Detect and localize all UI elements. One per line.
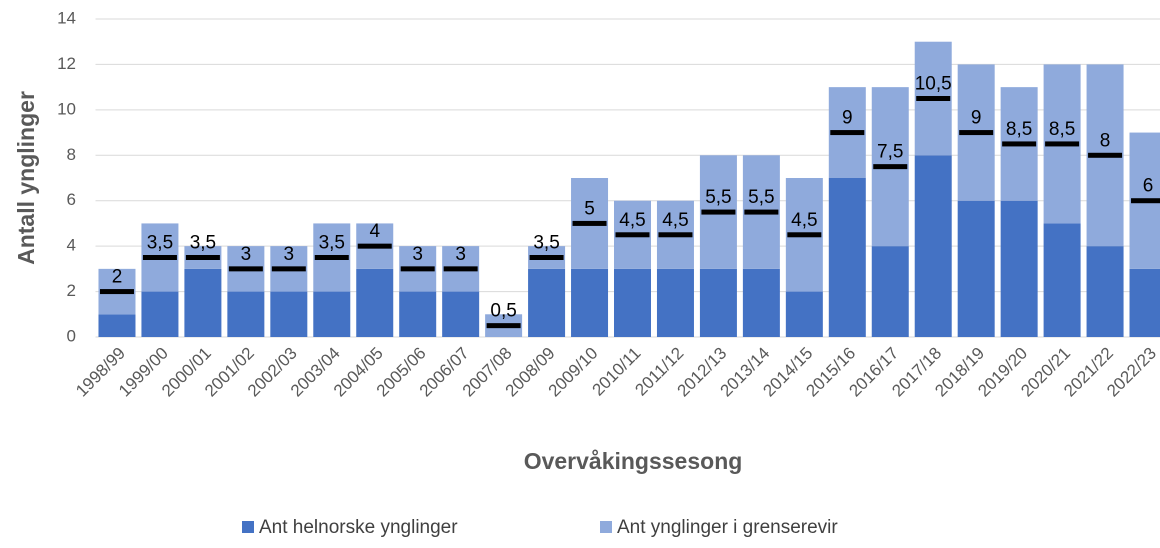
marker <box>830 130 865 136</box>
y-tick-label: 8 <box>67 145 76 164</box>
marker <box>787 232 822 238</box>
data-label: 9 <box>971 108 982 129</box>
data-label: 3 <box>412 244 423 265</box>
marker <box>916 96 951 101</box>
bar-segment <box>399 291 437 337</box>
marker <box>615 232 650 238</box>
bar-segment <box>1000 200 1038 337</box>
marker <box>99 289 134 295</box>
data-label: 3,5 <box>147 233 173 254</box>
marker <box>744 209 779 215</box>
bar-segment <box>571 268 609 337</box>
bar-segment <box>871 246 909 337</box>
legend-swatch <box>600 521 612 533</box>
marker <box>142 255 177 260</box>
data-label: 7,5 <box>877 142 903 163</box>
data-label: 3 <box>284 244 295 265</box>
bar-segment <box>1129 268 1160 337</box>
bar-segment <box>957 200 995 337</box>
bar-segment <box>227 291 265 337</box>
marker <box>357 243 392 249</box>
data-label: 6 <box>1143 176 1154 197</box>
x-axis-title: Overvåkingssesong <box>524 448 743 474</box>
y-tick-label: 12 <box>57 54 76 73</box>
bar-segment <box>528 268 566 337</box>
data-label: 5,5 <box>705 187 731 208</box>
y-axis-title: Antall ynglinger <box>13 91 39 265</box>
marker <box>529 255 564 260</box>
legend-label: Ant ynglinger i grenserevir <box>617 517 838 538</box>
y-tick-label: 10 <box>57 99 76 118</box>
marker <box>572 220 607 226</box>
bar-segment <box>614 268 651 337</box>
bar-segment <box>270 291 308 337</box>
data-label: 5 <box>584 198 595 219</box>
y-tick-label: 0 <box>67 326 76 345</box>
marker <box>314 255 349 260</box>
data-label: 9 <box>842 108 853 129</box>
marker <box>271 266 306 272</box>
y-tick-label: 14 <box>57 8 76 27</box>
y-tick-label: 2 <box>67 281 76 300</box>
data-label: 3,5 <box>533 233 559 254</box>
data-label: 3,5 <box>319 233 345 254</box>
data-label: 8,5 <box>1006 119 1032 140</box>
marker <box>228 266 263 272</box>
bar-segment <box>914 155 952 337</box>
bar-segment <box>98 314 136 337</box>
marker <box>873 164 908 170</box>
data-label: 3 <box>455 244 466 265</box>
data-label: 8,5 <box>1049 119 1075 140</box>
marker <box>400 266 435 272</box>
y-tick-label: 6 <box>67 190 76 209</box>
data-label: 10,5 <box>915 74 952 95</box>
bar-segment <box>313 291 351 337</box>
bar-segment <box>828 178 866 337</box>
data-label: 4,5 <box>791 210 817 231</box>
data-label: 2 <box>112 267 123 288</box>
data-label: 4 <box>369 221 380 242</box>
data-label: 3 <box>241 244 252 265</box>
y-tick-label: 4 <box>67 236 76 255</box>
data-label: 8 <box>1100 130 1111 151</box>
bar-segment <box>442 291 480 337</box>
marker <box>185 255 220 260</box>
marker <box>1088 152 1123 158</box>
data-label: 0,5 <box>490 301 516 322</box>
marker <box>959 130 994 136</box>
marker <box>443 266 478 272</box>
bar-segment <box>356 268 394 337</box>
data-label: 4,5 <box>619 210 645 231</box>
marker <box>486 323 521 329</box>
marker <box>658 232 693 238</box>
bar-segment <box>141 291 179 337</box>
bar-segment <box>1043 223 1081 337</box>
marker <box>1002 141 1037 147</box>
bar-segment <box>699 268 737 337</box>
bar-segment <box>1086 246 1124 337</box>
data-label: 5,5 <box>748 187 774 208</box>
bar-segment <box>785 291 823 337</box>
legend-label: Ant helnorske ynglinger <box>259 517 458 538</box>
data-label: 3,5 <box>190 233 216 254</box>
bar-segment <box>742 268 780 337</box>
marker <box>1045 141 1080 147</box>
data-label: 4,5 <box>662 210 688 231</box>
marker <box>701 209 736 215</box>
marker <box>1131 198 1160 204</box>
bar-segment <box>656 268 694 337</box>
bar-segment <box>184 268 222 337</box>
legend-swatch <box>242 521 254 533</box>
